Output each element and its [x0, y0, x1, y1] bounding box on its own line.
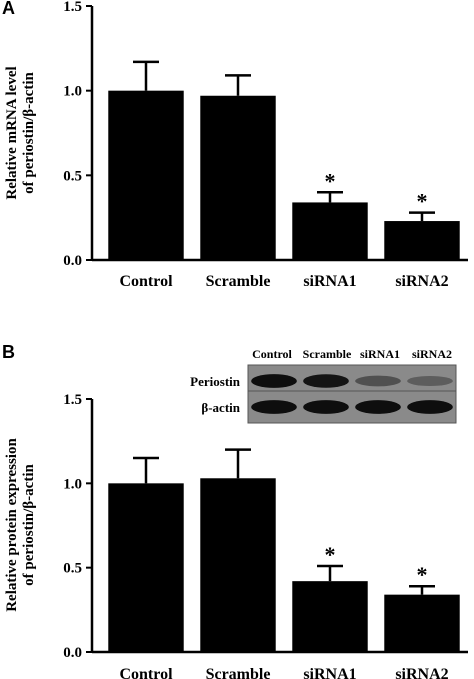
bar	[200, 478, 276, 652]
y-axis-label: Relative mRNA levelof periostin/β-actin	[4, 66, 37, 199]
y-axis-label-line: of periostin/β-actin	[21, 72, 37, 194]
blot-band	[251, 400, 297, 414]
y-axis-label-line: of periostin/β-actin	[21, 464, 37, 586]
x-category-label: siRNA1	[303, 666, 356, 679]
bar	[200, 95, 276, 260]
blot-band	[407, 375, 453, 387]
y-tick-label: 0.0	[63, 253, 82, 269]
blot-band	[303, 374, 349, 388]
blot-lane-label: siRNA1	[360, 347, 400, 361]
blot-row-label: β-actin	[201, 400, 240, 415]
blot-lane-label: Scramble	[303, 347, 352, 361]
y-tick-label: 1.5	[63, 0, 82, 15]
x-category-label: Scramble	[206, 273, 271, 290]
blot-band	[303, 400, 349, 414]
bar	[292, 202, 368, 260]
y-axis-label-line: Relative protein expression	[4, 438, 20, 612]
y-tick-label: 1.5	[63, 392, 82, 408]
bar	[108, 90, 184, 261]
x-category-label: siRNA1	[303, 273, 356, 290]
y-axis-label: Relative protein expressionof periostin/…	[4, 438, 37, 612]
y-tick-label: 1.0	[63, 476, 82, 492]
bar	[292, 581, 368, 652]
panel-a-chart: 0.0 0.5 1.0 1.5 Control Scramble * siRNA1 * siRNA…	[4, 0, 468, 290]
x-category-label: Scramble	[206, 666, 271, 679]
bar	[384, 594, 460, 652]
y-tick-label: 0.0	[63, 645, 82, 661]
significance-star: *	[417, 189, 428, 214]
y-tick-label: 0.5	[63, 561, 82, 577]
blot-lane-label: Control	[252, 347, 292, 361]
significance-star: *	[325, 542, 336, 567]
panel-b-chart: 0.0 0.5 1.0 1.5 Control Scramble * siRNA1 * siRNA…	[4, 392, 468, 679]
x-category-label: siRNA2	[395, 273, 448, 290]
blot-lane-label: siRNA2	[412, 347, 452, 361]
blot-band	[251, 374, 297, 388]
western-blot: Control Scramble siRNA1 siRNA2 Periostin β-ac…	[190, 347, 457, 424]
y-tick-label: 1.0	[63, 84, 82, 100]
bar	[384, 221, 460, 260]
y-axis-label-line: Relative mRNA level	[4, 66, 20, 199]
significance-star: *	[325, 168, 336, 193]
significance-star: *	[417, 562, 428, 587]
blot-band	[355, 400, 401, 414]
x-category-label: Control	[119, 273, 173, 290]
y-tick-label: 0.5	[63, 168, 82, 184]
x-category-label: Control	[119, 666, 173, 679]
blot-band	[355, 375, 401, 387]
panel-b-letter: B	[2, 342, 15, 362]
x-category-label: siRNA2	[395, 666, 448, 679]
blot-band	[407, 400, 453, 414]
panel-a-letter: A	[2, 0, 15, 18]
bar	[108, 483, 184, 652]
blot-row-label: Periostin	[190, 374, 241, 389]
